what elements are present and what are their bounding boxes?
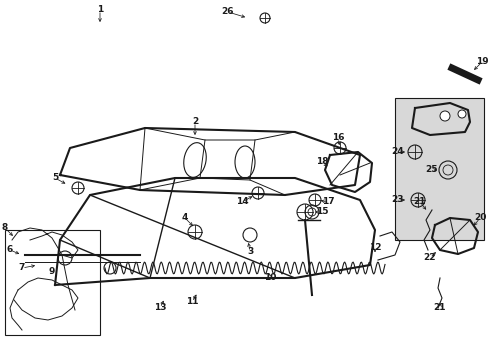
- Text: 13: 13: [153, 303, 166, 312]
- Text: 3: 3: [246, 248, 253, 256]
- Text: 4: 4: [182, 213, 188, 222]
- Text: 21: 21: [433, 303, 446, 312]
- Text: 18: 18: [315, 158, 327, 166]
- Text: 25: 25: [425, 166, 437, 175]
- Text: 7: 7: [19, 264, 25, 273]
- Text: 8: 8: [2, 224, 8, 233]
- Text: 5: 5: [52, 174, 58, 183]
- Text: 26: 26: [221, 8, 234, 17]
- Text: 17: 17: [321, 198, 334, 207]
- Text: 22: 22: [423, 253, 435, 262]
- Text: 14: 14: [235, 198, 248, 207]
- Bar: [5, 230, 100, 335]
- Text: 21: 21: [413, 198, 426, 207]
- Text: 19: 19: [475, 58, 488, 67]
- Text: 23: 23: [391, 195, 404, 204]
- Text: 1: 1: [97, 5, 103, 14]
- Text: 24: 24: [391, 148, 404, 157]
- Text: 11: 11: [185, 297, 198, 306]
- Text: 16: 16: [331, 134, 344, 143]
- Circle shape: [439, 111, 449, 121]
- Text: 9: 9: [49, 267, 55, 276]
- Text: 10: 10: [263, 274, 276, 283]
- Text: 20: 20: [473, 213, 485, 222]
- Text: 2: 2: [191, 117, 198, 126]
- Text: 12: 12: [368, 243, 381, 252]
- Circle shape: [457, 110, 465, 118]
- Bar: [394, 98, 483, 240]
- Text: 6: 6: [7, 246, 13, 255]
- Text: 15: 15: [315, 207, 327, 216]
